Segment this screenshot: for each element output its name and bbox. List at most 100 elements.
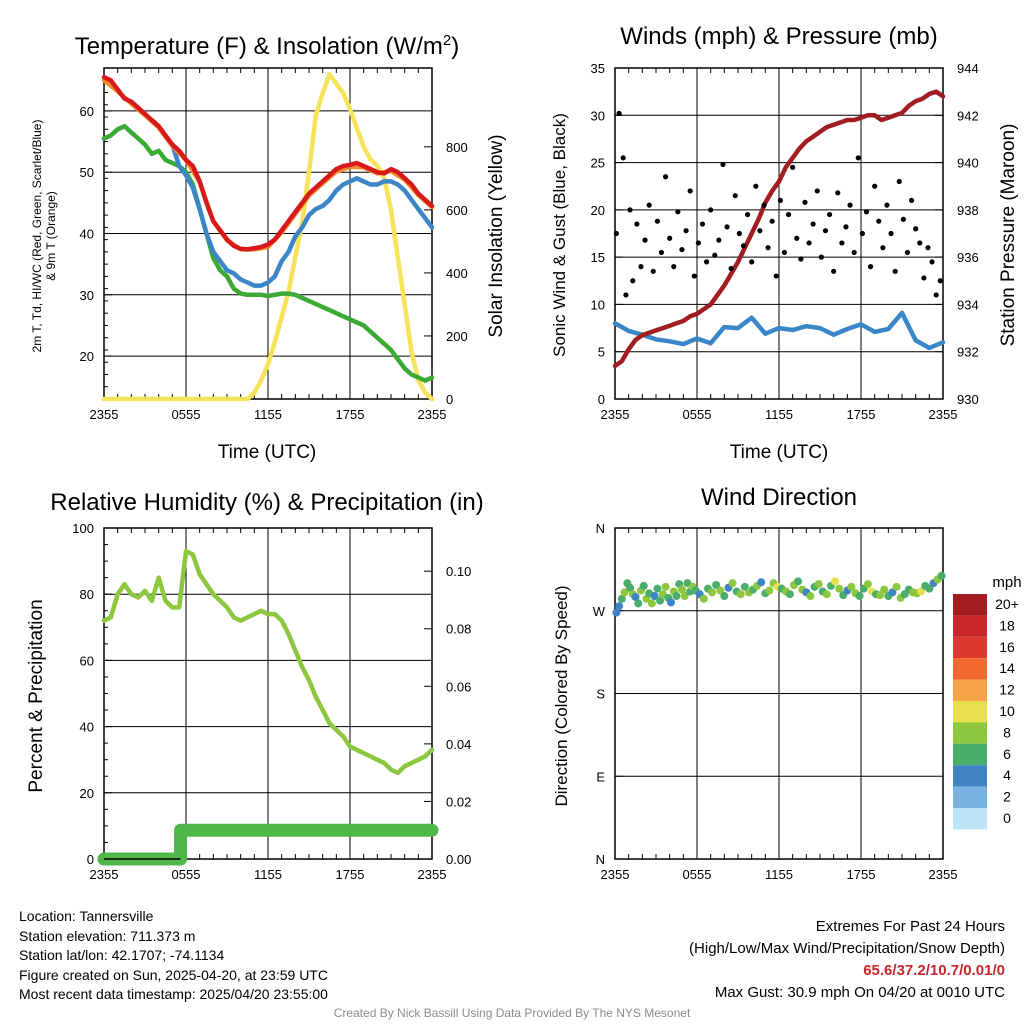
gust-point (884, 202, 890, 208)
y2-tick-label: 0.02 (446, 794, 471, 809)
y-tick-label: 50 (80, 165, 94, 180)
gust-point (753, 183, 759, 189)
gust-point (925, 245, 931, 251)
gust-point (736, 230, 742, 237)
gust-point (863, 209, 870, 215)
temperature-ylabel-right: Solar Insolation (Yellow) (486, 134, 507, 337)
gust-point (880, 245, 886, 251)
y-tick-label: N (596, 852, 605, 867)
station-location: Location: Tannersville (19, 908, 154, 924)
gust-point (921, 275, 927, 281)
colorbar-label: 6 (1003, 746, 1011, 762)
y-tick-label: 20 (591, 203, 605, 218)
temperature-ylabel-left-line1: 2m T, Td, HI/WC (Red, Green, Scarlet/Blu… (30, 120, 44, 353)
x-tick-label: 2355 (929, 867, 958, 882)
direction-point (794, 577, 803, 586)
colorbar-label: 12 (999, 682, 1015, 698)
gust-point (876, 218, 882, 224)
direction-point (639, 581, 648, 590)
gust-point (777, 197, 783, 203)
x-tick-label: 2355 (601, 867, 630, 882)
direction-point (822, 590, 831, 599)
x-tick-label: 0555 (172, 407, 201, 422)
y2-tick-label: 936 (957, 250, 979, 265)
direction-point (626, 583, 635, 592)
station-latlon: Station lat/lon: 42.1707; -74.1134 (19, 947, 225, 963)
gust-point (627, 207, 633, 213)
gust-point (814, 188, 820, 194)
colorbar-label: 16 (999, 639, 1015, 655)
gust-point (867, 264, 874, 270)
x-tick-label: 0555 (172, 867, 201, 882)
gust-point (847, 202, 853, 208)
temperature-title: Temperature (F) & Insolation (W/m2) (75, 32, 459, 60)
y2-tick-label: 944 (957, 61, 979, 76)
y-tick-label: 10 (591, 297, 605, 312)
gust-point (929, 259, 935, 265)
y-tick-label: 0 (87, 852, 94, 867)
direction-point (667, 598, 676, 607)
y-tick-label: 5 (598, 345, 605, 360)
y-tick-label: N (596, 521, 605, 536)
y2-tick-label: 930 (957, 392, 979, 407)
direction-point (925, 584, 934, 593)
colorbar-swatch (953, 786, 987, 808)
colorbar-swatch (953, 765, 987, 787)
solar-insolation-line (101, 72, 435, 402)
y2-tick-label: 942 (957, 108, 979, 123)
plot-frame (103, 67, 433, 400)
gust-point (671, 264, 677, 270)
figure-created: Figure created on Sun, 2025-04-20, at 23… (19, 966, 328, 983)
2m-td-line (101, 123, 435, 383)
direction-point (708, 588, 717, 597)
direction-point (736, 590, 745, 599)
gust-point (859, 230, 865, 237)
extremes-subtitle: (High/Low/Max Wind/Precipitation/Snow De… (689, 940, 1005, 957)
x-tick-label: 2355 (418, 867, 447, 882)
colorbar-swatch (953, 658, 987, 680)
x-tick-label: 1155 (254, 867, 282, 882)
colorbar-label: 10 (999, 703, 1015, 719)
gust-point (794, 235, 800, 241)
direction-point (880, 585, 889, 594)
y-tick-label: 60 (80, 653, 94, 668)
gust-point (810, 221, 816, 227)
gust-point (896, 178, 902, 185)
x-tick-label: 1155 (765, 407, 793, 422)
direction-point (806, 592, 815, 601)
temperature-panel: Temperature (F) & Insolation (W/m2) 2m T… (30, 32, 507, 463)
y-tick-label: 15 (591, 250, 605, 265)
direction-point (876, 591, 885, 600)
y2-tick-label: 940 (957, 156, 979, 171)
direction-point (863, 580, 872, 589)
gust-point (765, 245, 771, 251)
gust-point (913, 226, 919, 232)
colorbar-swatch (953, 701, 987, 723)
y-tick-label: 40 (80, 720, 94, 735)
colorbar-swatch (953, 594, 987, 616)
x-tick-label: 1755 (847, 407, 876, 422)
direction-point (917, 587, 926, 596)
gust-point (708, 207, 714, 213)
y2-tick-label: 0 (446, 392, 453, 407)
y-tick-label: 20 (80, 349, 94, 364)
gust-point (843, 224, 849, 230)
direction-title: Wind Direction (701, 484, 857, 511)
gust-point (679, 246, 685, 253)
direction-point (892, 582, 901, 591)
gust-point (892, 268, 898, 274)
gust-point (703, 259, 710, 265)
winds-ylabel-left: Sonic Wind & Gust (Blue, Black) (550, 113, 569, 357)
x-tick-label: 2355 (418, 407, 447, 422)
sonic-wind-line (612, 310, 946, 351)
direction-point (855, 592, 864, 601)
y2-tick-label: 0.00 (446, 852, 471, 867)
x-tick-label: 2355 (601, 407, 630, 422)
humidity-panel: Relative Humidity (%) & Precipitation (i… (26, 489, 484, 882)
winds-ylabel-right: Station Pressure (Maroon) (998, 124, 1019, 347)
colorbar-swatch (953, 679, 987, 701)
gust-point (785, 211, 792, 218)
y2-tick-label: 800 (446, 140, 468, 155)
humidity-title: Relative Humidity (%) & Precipitation (i… (50, 489, 483, 516)
